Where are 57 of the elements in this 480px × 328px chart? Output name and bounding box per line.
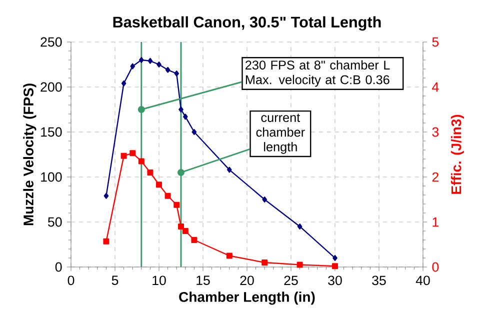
y2-axis-title: Effic. (J/in3) [450,114,464,194]
point [182,228,188,234]
y2-tick-label: 1 [432,217,438,227]
x-tick-label: 15 [196,276,210,285]
point [120,152,127,159]
point [164,192,171,199]
x-tick-label: 10 [152,276,166,286]
x-tick-label: 25 [284,276,298,286]
point [297,223,302,230]
point [104,192,109,199]
y2-tick-label: 5 [432,37,439,47]
point [226,252,232,259]
y2-tick-label: 2 [432,172,438,182]
y-tick-label: 200 [40,82,62,92]
point [130,63,135,70]
point [332,263,338,270]
point [138,158,144,164]
point [191,236,198,243]
point [103,238,110,244]
point [192,128,197,135]
point [174,70,179,76]
x-tick-label: 40 [416,276,430,286]
x-tick-label: 5 [112,276,118,285]
x-tick-label: 30 [328,276,342,286]
x-tick-label: 35 [372,276,386,286]
point [227,166,232,173]
y2-tick-label: 0 [432,262,439,272]
point [174,202,180,208]
point [121,80,126,86]
y2-tick-label: 4 [432,82,439,92]
y-tick-label: 0 [55,262,62,272]
y-tick-label: 150 [41,127,62,137]
point [332,254,338,261]
point [296,262,303,268]
point [130,150,136,156]
point [178,223,184,230]
annotation: 230 FPS at 8" chamber L Max. velocity at C:B 0.36 [246,60,390,87]
y2-tick-label: 3 [432,127,439,137]
point [178,106,184,112]
x-axis-title: Chamber Length (in) [179,292,315,305]
chart-title: Basketball Canon, 30.5" Total Length [113,16,381,31]
point [156,182,162,188]
point [147,169,154,176]
y-tick-label: 100 [41,172,62,182]
x-tick-label: 0 [68,276,74,286]
point [139,57,144,63]
point [165,66,170,73]
y-axis-title: Muzzle Velocity (FPS) [23,84,36,226]
point [156,62,162,68]
point [182,114,188,120]
point [262,196,267,202]
y-tick-label: 250 [40,37,62,47]
y-tick-label: 50 [48,217,62,227]
point [262,259,268,266]
annotation: current chamber length [256,114,305,154]
x-tick-label: 20 [240,276,254,286]
point [148,58,153,64]
